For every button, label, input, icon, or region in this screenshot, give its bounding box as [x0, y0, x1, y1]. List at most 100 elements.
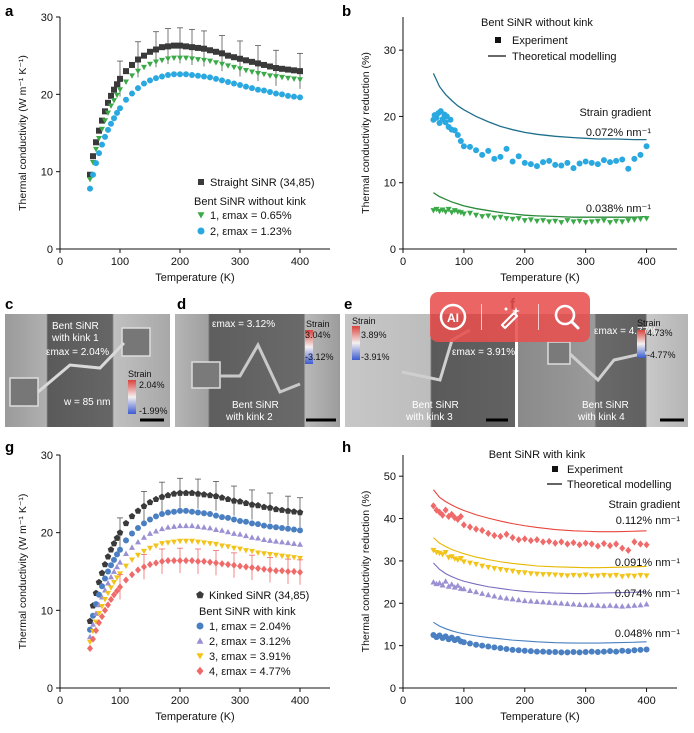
legend-marker — [552, 466, 558, 472]
search-button[interactable] — [549, 299, 585, 335]
data-point-h-series-1 — [631, 573, 638, 580]
data-point-h-series-0 — [457, 512, 464, 521]
legend-entry: 1, εmax = 2.04% — [209, 621, 291, 633]
data-point-g-series-2 — [297, 541, 303, 547]
pad-left — [9, 377, 39, 407]
data-point-a-series-1 — [135, 68, 141, 75]
data-point-g-series-1 — [261, 522, 267, 529]
data-point-a-series-2 — [114, 109, 120, 116]
data-point-g-series-3 — [231, 545, 237, 552]
data-point-a-series-1 — [273, 74, 279, 80]
data-point-g-series-4 — [213, 559, 219, 567]
data-point-g-series-0 — [248, 501, 256, 508]
data-point-h-series-0 — [521, 535, 528, 543]
data-point-a-series-2 — [207, 74, 213, 81]
data-point-b-series-0 — [479, 151, 486, 158]
data-point-g-series-4 — [108, 595, 114, 604]
model-line-h-2 — [433, 562, 647, 595]
data-point-a-series-2 — [111, 115, 117, 122]
data-point-a-series-2 — [99, 141, 105, 148]
data-point-h-series-0 — [442, 506, 449, 514]
legend-marker — [196, 637, 204, 644]
data-point-g-series-4 — [285, 567, 291, 576]
data-point-b-series-0 — [457, 137, 464, 144]
data-point-h-series-0 — [619, 544, 626, 552]
data-point-h-series-2 — [515, 596, 522, 603]
data-point-g-series-1 — [237, 518, 243, 525]
data-point-g-series-2 — [279, 538, 285, 545]
strain-label-f: εmax = 4.77% — [594, 326, 657, 337]
data-point-b-series-0 — [619, 156, 626, 163]
data-point-a-series-0 — [141, 52, 147, 59]
data-point-g-series-3 — [99, 604, 105, 610]
data-point-h-series-3 — [479, 642, 486, 649]
annotation-label: 0.112% nm⁻¹ — [616, 515, 681, 527]
data-point-a-series-0 — [261, 61, 267, 68]
data-point-a-series-2 — [261, 87, 267, 94]
data-point-h-series-2 — [445, 583, 452, 589]
data-point-h-series-1 — [515, 569, 522, 576]
data-point-b-series-1 — [430, 208, 437, 214]
data-point-g-series-0 — [98, 569, 106, 576]
data-point-g-series-4 — [243, 563, 249, 571]
x-tick-label: 300 — [576, 695, 594, 707]
data-point-g-series-1 — [213, 512, 219, 519]
data-point-g-series-3 — [123, 563, 129, 570]
ai-button[interactable]: AI — [435, 299, 471, 335]
x-tick-label: 400 — [637, 695, 655, 707]
data-point-a-series-2 — [153, 75, 159, 82]
data-point-a-series-2 — [183, 71, 189, 78]
data-point-a-series-2 — [201, 73, 207, 80]
data-point-b-series-0 — [643, 143, 650, 150]
data-point-a-series-1 — [171, 55, 177, 61]
data-point-a-series-0 — [201, 45, 207, 52]
data-point-h-series-0 — [439, 511, 446, 519]
x-axis-label: Temperature (K) — [500, 711, 579, 723]
x-tick-label: 400 — [291, 256, 309, 268]
data-point-g-series-1 — [147, 516, 153, 523]
data-point-h-series-2 — [491, 593, 498, 599]
data-point-a-series-2 — [291, 93, 297, 100]
data-point-h-series-3 — [637, 646, 644, 653]
data-point-h-series-2 — [439, 582, 446, 588]
data-point-h-series-1 — [564, 573, 571, 579]
data-point-g-series-0 — [278, 506, 286, 513]
data-point-h-series-3 — [588, 648, 595, 655]
data-point-g-series-1 — [183, 507, 189, 514]
legend-marker — [197, 212, 205, 219]
data-point-b-series-1 — [552, 218, 559, 225]
model-line-h-0 — [433, 489, 647, 533]
colorbar-min-f: -4.77% — [647, 350, 676, 360]
data-point-g-series-0 — [200, 491, 208, 498]
data-point-a-series-1 — [102, 118, 108, 124]
data-point-a-series-1 — [237, 66, 243, 72]
magic-pen-button[interactable] — [492, 299, 528, 335]
data-point-h-series-2 — [460, 585, 467, 592]
data-point-h-series-2 — [643, 601, 650, 607]
data-point-g-series-2 — [105, 580, 111, 586]
data-point-g-series-1 — [123, 537, 129, 544]
data-point-g-series-4 — [279, 567, 285, 575]
y-tick-label: 30 — [384, 556, 396, 568]
annotation-title: Strain gradient — [608, 499, 680, 511]
data-point-g-series-2 — [255, 535, 261, 541]
legend-marker — [196, 666, 204, 676]
data-point-a-series-1 — [177, 55, 183, 61]
data-point-h-series-2 — [558, 600, 565, 606]
data-point-h-series-0 — [570, 539, 577, 547]
data-point-a-series-2 — [273, 90, 279, 97]
data-point-g-series-0 — [140, 502, 148, 510]
panel-label-c: c — [5, 296, 13, 313]
colorbar-title-d: Strain — [306, 319, 330, 329]
legend-marker — [196, 590, 204, 599]
data-point-h-series-0 — [497, 532, 504, 540]
data-point-h-series-1 — [439, 552, 446, 558]
strain-label-e: εmax = 3.91% — [452, 347, 515, 358]
data-point-g-series-2 — [207, 525, 213, 531]
data-point-g-series-0 — [146, 498, 154, 506]
data-point-g-series-3 — [213, 541, 219, 548]
data-point-a-series-2 — [135, 85, 141, 92]
data-point-b-series-1 — [576, 218, 583, 225]
data-point-g-series-2 — [249, 534, 255, 540]
data-point-a-series-0 — [90, 153, 96, 160]
